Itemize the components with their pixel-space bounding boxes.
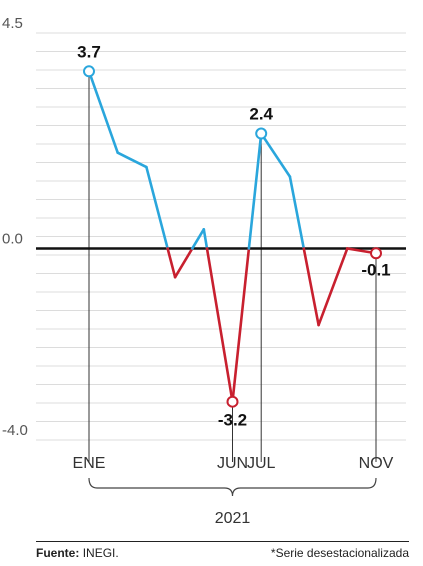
data-point-marker (83, 65, 95, 78)
data-label: -0.1 (361, 260, 390, 279)
x-tick-label: JUL (247, 455, 276, 472)
series-segment (166, 247, 177, 279)
x-tick-label: JUN (217, 455, 248, 472)
series-segment (145, 165, 169, 250)
data-label: -3.2 (218, 411, 247, 430)
y-tick-label: 0.0 (2, 230, 23, 247)
series-segment (205, 247, 234, 403)
y-tick-label: -4.0 (2, 422, 28, 439)
series-segment (247, 132, 263, 250)
series-segment (302, 247, 320, 327)
data-label: 2.4 (249, 105, 273, 124)
chart-footer: Fuente: INEGI. *Serie desestacionalizada (36, 541, 409, 560)
source-note: Fuente: INEGI. (36, 546, 119, 560)
series-segment (116, 151, 148, 169)
series-note: *Serie desestacionalizada (270, 546, 409, 560)
series-segment (87, 70, 119, 155)
data-point-marker (255, 127, 268, 140)
data-point-marker (370, 247, 382, 260)
x-tick-label: NOV (359, 455, 394, 472)
data-label: 3.7 (77, 42, 101, 61)
source-label: Fuente: (36, 546, 80, 560)
y-tick-label: 4.5 (2, 15, 23, 32)
series-segment (191, 228, 206, 250)
source-value: INEGI. (82, 546, 119, 560)
series-segment (173, 247, 194, 279)
series-segment (202, 228, 209, 250)
series-segment (231, 247, 251, 403)
x-tick-label: ENE (73, 455, 106, 472)
data-point-marker (226, 395, 239, 408)
series-segment (288, 175, 306, 250)
year-bracket (88, 477, 377, 497)
series-segment (317, 247, 349, 327)
series-segment (259, 132, 292, 178)
year-label: 2021 (215, 510, 251, 527)
